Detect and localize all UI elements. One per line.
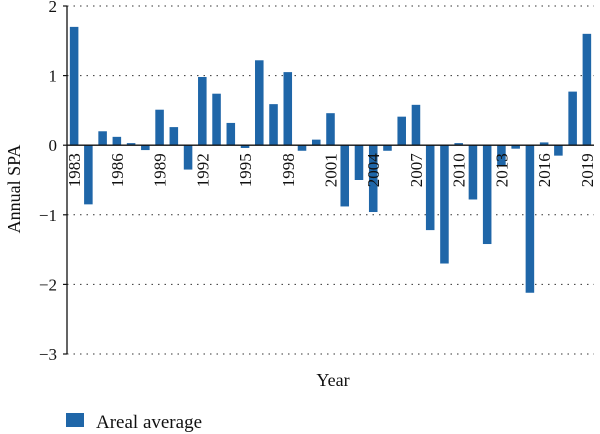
y-tick-label: 1: [49, 67, 58, 86]
y-tick-label: 0: [49, 136, 58, 155]
bar-2005: [383, 145, 392, 151]
bar-1985: [98, 131, 107, 146]
bar-2016: [539, 142, 549, 146]
bar-2011: [468, 145, 478, 200]
x-tick-label: 1992: [193, 153, 212, 187]
y-tick-label: −3: [39, 345, 57, 364]
bar-2002: [340, 145, 350, 207]
bar-2015: [525, 145, 535, 293]
x-tick-label: 2007: [407, 153, 426, 188]
bar-2007: [411, 104, 421, 146]
bar-1991: [183, 145, 193, 170]
x-tick-label: 1983: [65, 153, 84, 187]
x-tick-label: 2010: [450, 153, 469, 187]
bar-1994: [226, 122, 236, 146]
bar-2012: [482, 145, 492, 245]
bars: [69, 26, 592, 293]
bar-2013: [497, 145, 506, 167]
x-ticks: 1983 1986 1989 1992 1995 1998 2001 2004 2007 2010…: [65, 153, 597, 188]
bar-2003: [354, 145, 364, 180]
bar-2001: [326, 113, 335, 146]
bar-2018: [568, 91, 577, 146]
legend-label: Areal average: [96, 412, 202, 433]
bar-2017: [554, 145, 563, 156]
x-tick-label: 2019: [578, 153, 597, 187]
bar-2009: [440, 145, 449, 264]
x-tick-label: 1986: [108, 153, 127, 187]
y-tick-label: −1: [39, 206, 57, 225]
bar-1987: [126, 143, 136, 146]
bar-1988: [141, 145, 150, 151]
y-tick-label: 2: [49, 0, 58, 16]
bar-2014: [511, 145, 520, 149]
bar-1999: [297, 145, 307, 151]
x-tick-label: 2001: [322, 153, 341, 187]
bar-1983: [69, 26, 79, 146]
bar-1998: [283, 72, 293, 146]
bar-2006: [397, 116, 406, 146]
x-tick-label: 2004: [364, 153, 383, 188]
bar-1993: [212, 93, 221, 146]
bar-1986: [112, 136, 122, 146]
x-tick-label: 1995: [236, 153, 255, 187]
x-tick-label: 1998: [279, 153, 298, 187]
bar-1989: [155, 109, 164, 146]
y-tick-label: −2: [39, 275, 57, 294]
bar-2019: [582, 33, 592, 146]
x-tick-label: 2013: [492, 153, 511, 187]
bar-1992: [198, 76, 207, 146]
bar-1996: [255, 60, 264, 146]
y-ticks: 2 1 0 −1 −2 −3: [39, 0, 67, 364]
x-tick-label: 2016: [535, 153, 554, 187]
bar-2008: [425, 145, 435, 231]
bar-2000: [311, 139, 321, 146]
legend-swatch: [66, 413, 84, 427]
x-tick-label: 1989: [151, 153, 170, 187]
y-axis-title: Annual SPA: [4, 145, 24, 234]
x-axis-title: Year: [316, 370, 349, 390]
legend: Areal average: [66, 412, 202, 433]
bar-1984: [84, 145, 93, 205]
bar-1995: [240, 145, 250, 148]
bar-2010: [454, 143, 463, 146]
bar-2004: [368, 145, 378, 213]
bar-1997: [269, 104, 278, 146]
bar-1990: [169, 127, 179, 146]
